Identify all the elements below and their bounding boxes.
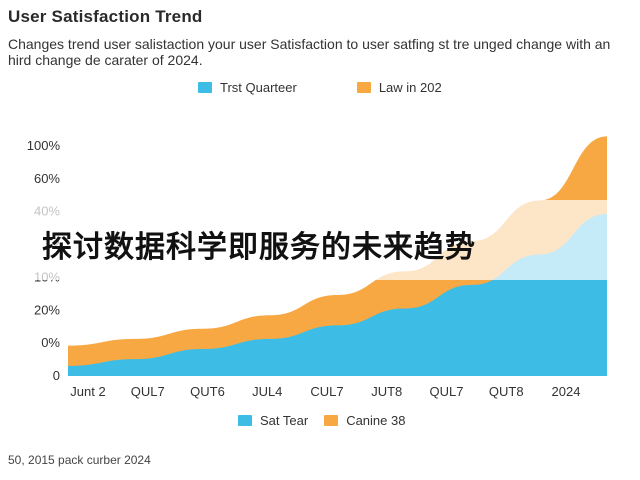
legend-swatch-orange: [356, 82, 371, 93]
legend-top: Trst Quarteer Law in 202: [198, 80, 442, 95]
x-tick-label: 2024: [552, 384, 581, 399]
y-tick-label: 60%: [34, 171, 60, 186]
y-tick-label: 0%: [41, 335, 60, 350]
overlay-band: [0, 200, 640, 280]
legend-item-series-1: Trst Quarteer: [198, 80, 297, 95]
legend-label: Sat Tear: [260, 413, 309, 428]
y-tick-label: 100%: [27, 138, 61, 153]
legend-item-series-2: Law in 202: [356, 80, 442, 95]
footer-note: 50, 2015 pack curber 2024: [8, 453, 151, 467]
legend-swatch-blue: [198, 82, 212, 93]
legend-bottom: Sat Tear Canine 38: [238, 413, 405, 428]
area-series-1: [68, 214, 607, 376]
x-tick-label: QUT6: [190, 384, 225, 399]
legend-swatch-blue: [238, 415, 252, 426]
legend-label: Law in 202: [378, 80, 442, 95]
x-tick-label: QUL7: [131, 384, 165, 399]
overlay-caption: 探讨数据科学即服务的未来趋势: [42, 230, 476, 265]
x-tick-label: CUL7: [310, 384, 343, 399]
x-tick-label: QUL7: [430, 384, 464, 399]
chart-subtitle: Changes trend user salistaction your use…: [8, 36, 611, 68]
legend-swatch-orange: [324, 415, 339, 426]
legend-label: Canine 38: [346, 413, 406, 428]
x-tick-label: Junt 2: [70, 384, 105, 399]
page-title: User Satisfaction Trend: [8, 7, 203, 26]
legend-item-bottom-2: Canine 38: [324, 413, 405, 428]
legend-item-bottom-1: Sat Tear: [238, 413, 308, 428]
legend-label: Trst Quarteer: [220, 80, 297, 95]
y-tick-label: 20%: [34, 302, 60, 317]
x-tick-label: QUT8: [489, 384, 524, 399]
x-tick-label: JUL4: [252, 384, 282, 399]
x-tick-label: JUT8: [371, 384, 402, 399]
y-tick-label: 0: [53, 368, 60, 383]
